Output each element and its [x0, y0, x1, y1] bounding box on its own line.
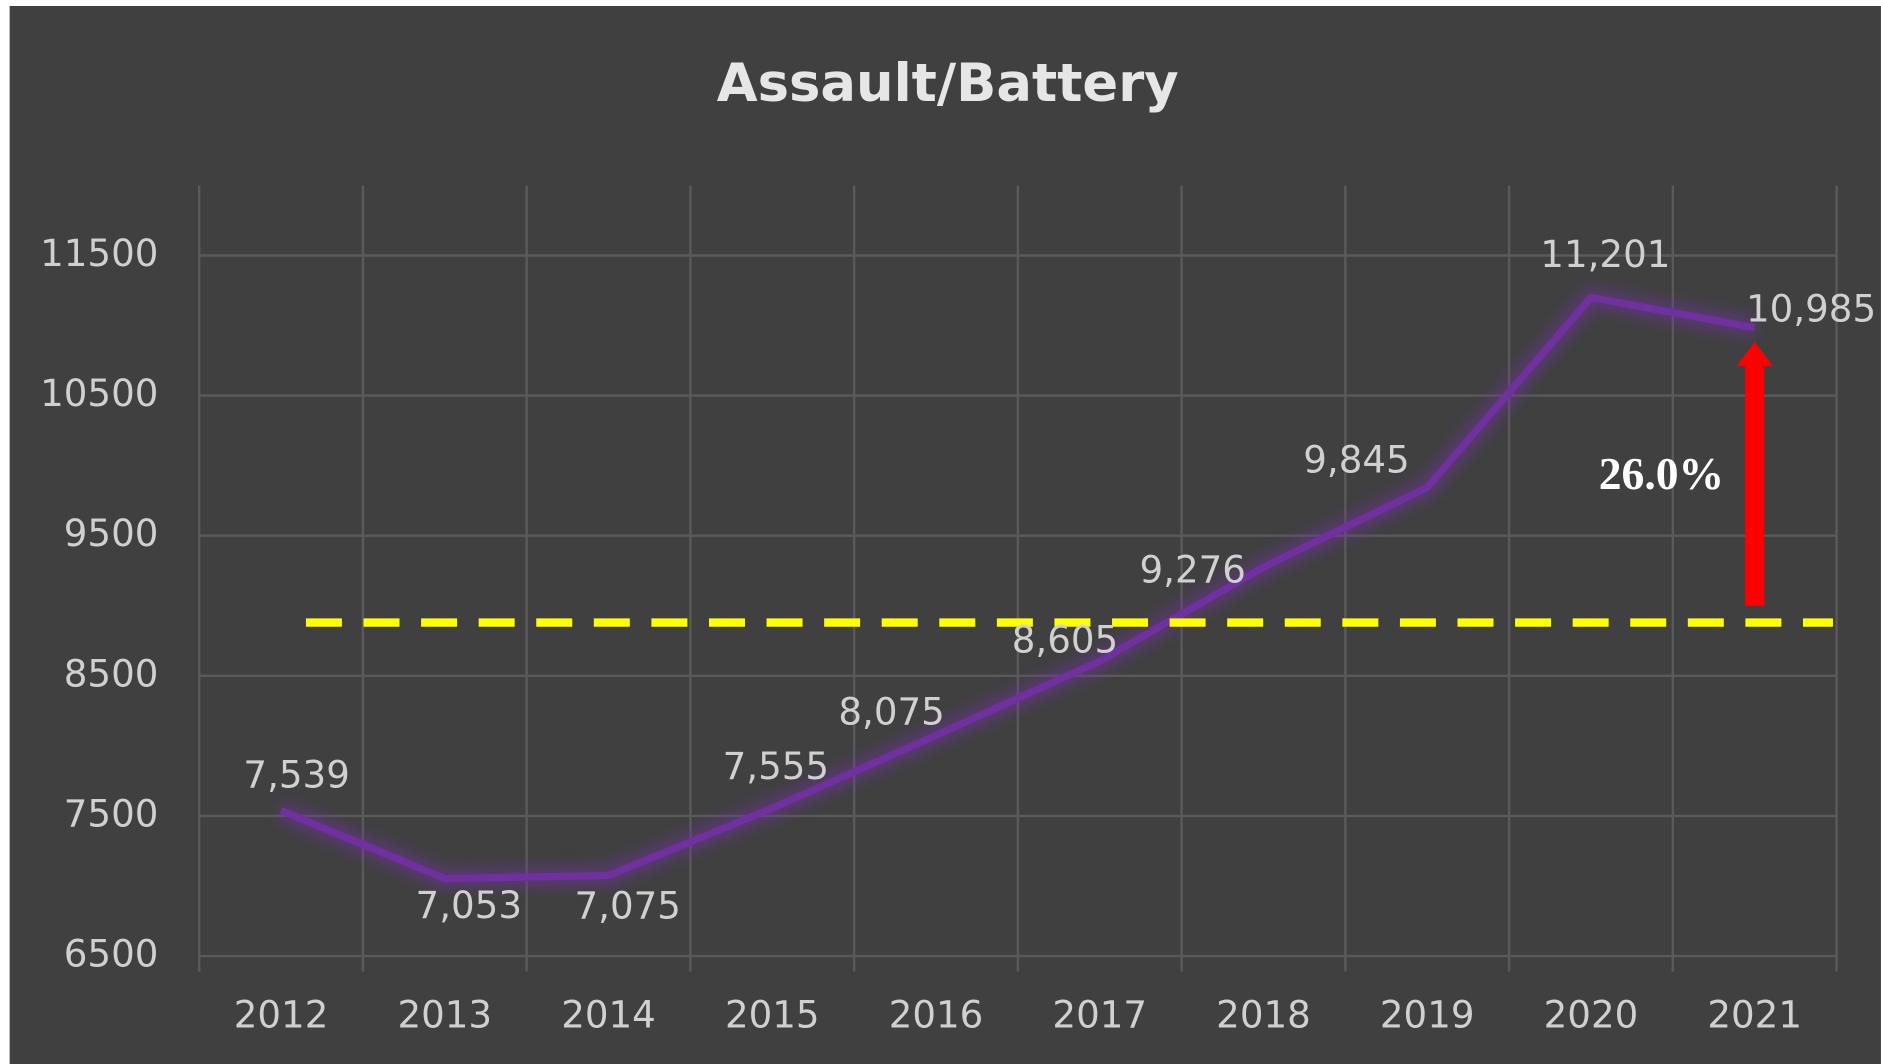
data-label: 11,201	[1540, 232, 1670, 276]
y-tick-label: 8500	[64, 651, 159, 695]
x-tick-label: 2019	[1380, 993, 1475, 1037]
data-line	[279, 293, 1756, 883]
data-label: 9,845	[1303, 438, 1409, 482]
data-label: 7,053	[416, 883, 522, 927]
y-tick-label: 7500	[64, 791, 159, 835]
data-label: 8,075	[838, 689, 944, 733]
x-tick-label: 2017	[1052, 993, 1147, 1037]
y-tick-label: 9500	[64, 511, 159, 555]
arrow-head	[1736, 342, 1773, 367]
x-tick-label: 2018	[1216, 993, 1311, 1037]
data-label: 8,605	[1012, 617, 1118, 661]
data-label: 7,075	[575, 883, 681, 927]
x-tick-label: 2012	[234, 993, 329, 1037]
y-tick-label: 6500	[64, 932, 159, 976]
data-label: 7,555	[723, 744, 829, 788]
x-tick-label: 2015	[725, 993, 820, 1037]
y-tick-label: 10500	[40, 371, 158, 415]
x-tick-label: 2021	[1707, 993, 1802, 1037]
data-label: 9,276	[1139, 547, 1245, 591]
x-tick-label: 2016	[889, 993, 984, 1037]
data-label: 10,985	[1746, 286, 1876, 330]
annotation: 26.0%	[1599, 448, 1724, 499]
data-label: 7,539	[243, 752, 349, 796]
x-tick-label: 2020	[1544, 993, 1639, 1037]
x-tick-label: 2013	[397, 993, 492, 1037]
x-tick-label: 2014	[561, 993, 656, 1037]
y-tick-label: 11500	[40, 231, 158, 275]
chart-title: Assault/Battery	[717, 53, 1179, 114]
